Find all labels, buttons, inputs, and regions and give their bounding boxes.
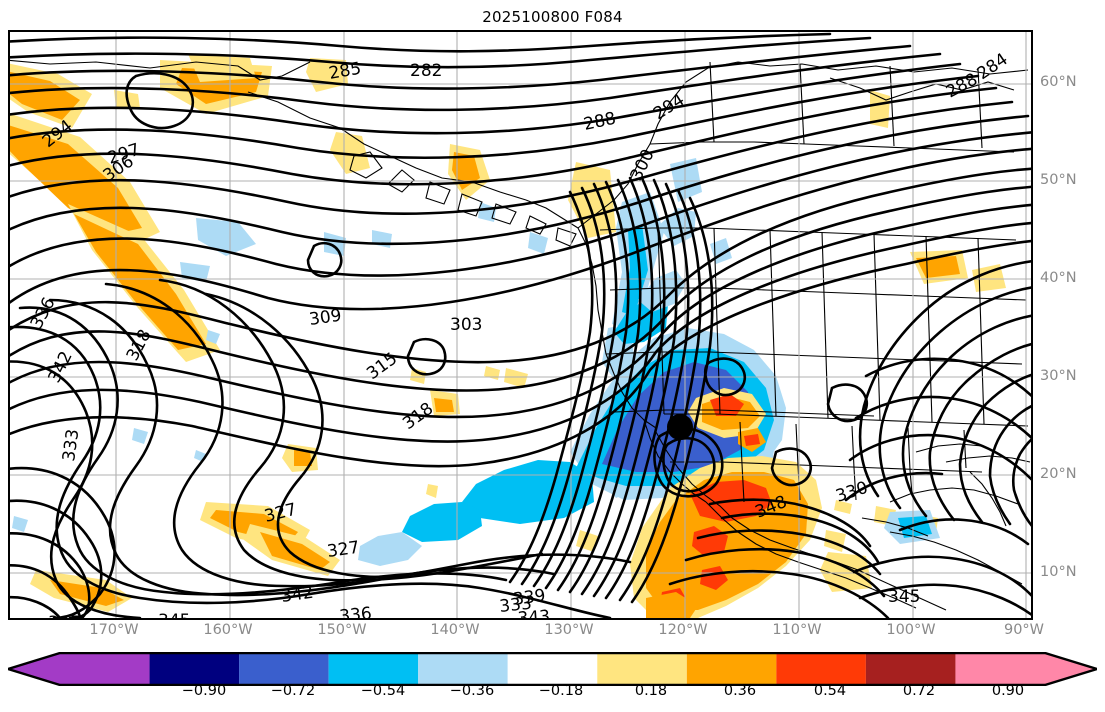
figure-title: 2025100800 F084	[482, 8, 623, 26]
svg-text:327: 327	[326, 538, 361, 562]
ytick-label: 40°N	[1040, 270, 1077, 286]
xtick-label: 140°W	[430, 622, 480, 638]
contour-layer	[10, 32, 1031, 618]
xtick-label: 150°W	[317, 622, 367, 638]
colorbar[interactable]	[8, 652, 1097, 686]
colorbar-swatches	[8, 652, 1097, 686]
svg-text:282: 282	[410, 61, 442, 81]
svg-text:231: 231	[700, 617, 732, 618]
svg-text:330: 330	[833, 478, 870, 507]
ytick-label: 10°N	[1040, 564, 1077, 580]
svg-text:288: 288	[943, 70, 981, 103]
xtick-label: 170°W	[89, 622, 139, 638]
colorbar-tick-label: −0.90	[181, 683, 227, 699]
colorbar-tick-label: 0.90	[991, 683, 1025, 699]
svg-text:285: 285	[327, 59, 362, 84]
svg-text:288: 288	[582, 109, 618, 135]
svg-text:333: 333	[498, 594, 532, 617]
colorbar-tick-label: 0.72	[902, 683, 936, 699]
ytick-label: 30°N	[1040, 368, 1077, 384]
ytick-label: 60°N	[1040, 74, 1077, 90]
ytick-label: 50°N	[1040, 172, 1077, 188]
anomaly-shading-layer	[10, 54, 1006, 618]
colorbar-tick-label: −0.54	[360, 683, 406, 699]
xtick-label: 90°W	[1003, 622, 1045, 638]
xtick-label: 120°W	[658, 622, 708, 638]
svg-text:345: 345	[888, 587, 920, 607]
xtick-label: 110°W	[772, 622, 822, 638]
colorbar-tick-label: −0.72	[270, 683, 316, 699]
ytick-label: 20°N	[1040, 466, 1077, 482]
svg-text:342: 342	[45, 348, 77, 386]
svg-text:343: 343	[517, 607, 551, 618]
svg-text:309: 309	[308, 306, 343, 330]
svg-text:294: 294	[650, 90, 688, 124]
svg-text:284: 284	[974, 49, 1012, 84]
svg-text:333: 333	[59, 428, 83, 463]
storm-center-marker[interactable]	[667, 414, 693, 440]
colorbar-tick-label: −0.18	[538, 683, 584, 699]
xtick-label: 130°W	[544, 622, 594, 638]
xtick-label: 100°W	[886, 622, 936, 638]
colorbar-tick-label: 0.54	[813, 683, 847, 699]
map-plot-area[interactable]: 285 282 288 294 288 284 294 297 300 306 …	[8, 30, 1033, 620]
svg-text:336: 336	[338, 604, 372, 618]
xtick-label: 160°W	[203, 622, 253, 638]
colorbar-tick-label: 0.18	[634, 683, 668, 699]
svg-text:339: 339	[512, 586, 547, 610]
colorbar-tick-label: −0.36	[449, 683, 495, 699]
svg-text:345: 345	[158, 611, 190, 618]
svg-text:342: 342	[280, 583, 315, 607]
svg-text:345: 345	[48, 613, 80, 618]
colorbar-tick-label: 0.36	[723, 683, 757, 699]
svg-text:303: 303	[450, 315, 482, 335]
svg-text:318: 318	[399, 399, 437, 434]
map-canvas: 285 282 288 294 288 284 294 297 300 306 …	[10, 32, 1031, 618]
